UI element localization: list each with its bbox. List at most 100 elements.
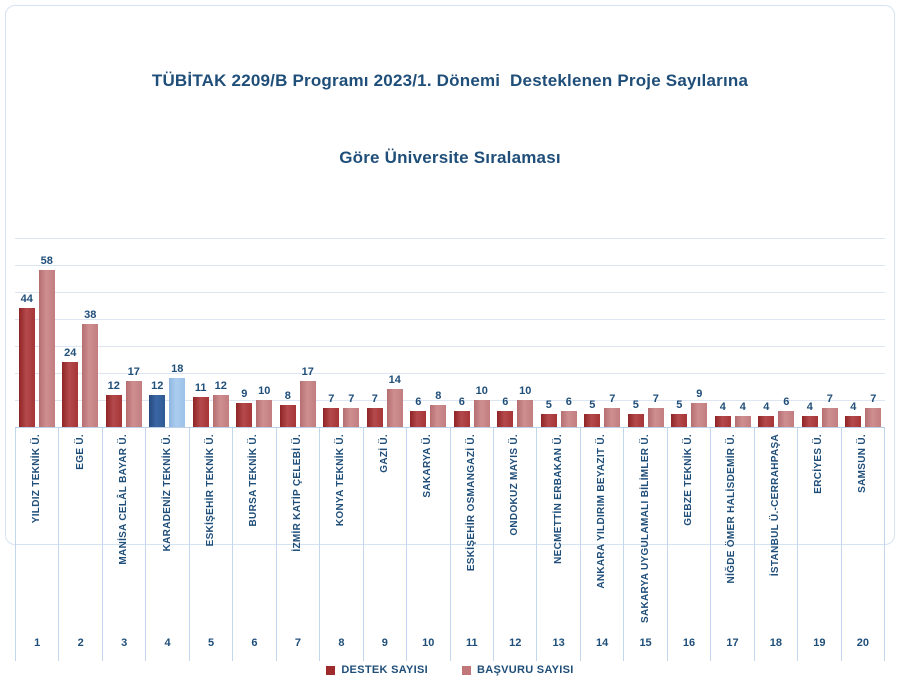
bar-unit: 4 <box>715 402 731 427</box>
bar-value-label: 24 <box>64 348 76 359</box>
basvuru-bar <box>213 395 229 427</box>
category-name-wrap: ANKARA YILDIRIM BEYAZIT Ü. <box>581 427 623 625</box>
category-cell: ESKİŞEHİR OSMANGAZİ Ü. 11 <box>451 427 494 661</box>
bar-value-label: 6 <box>502 397 508 408</box>
bar-value-label: 58 <box>41 256 53 267</box>
basvuru-bar <box>126 381 142 427</box>
rank-number: 16 <box>668 625 710 661</box>
chart-title-line2: Göre Üniversite Sıralaması <box>6 145 894 171</box>
destek-bar <box>845 416 861 427</box>
destek-bar <box>497 411 513 427</box>
bar-group: 9 10 <box>233 238 277 427</box>
bar-value-label: 12 <box>108 381 120 392</box>
basvuru-bar <box>82 324 98 427</box>
destek-bar <box>628 414 644 428</box>
bar-value-label: 7 <box>372 394 378 405</box>
basvuru-bar <box>865 408 881 427</box>
chart-frame: TÜBİTAK 2209/B Programı 2023/1. Dönemi D… <box>5 5 895 545</box>
bar-value-label: 7 <box>328 394 334 405</box>
bar-unit: 4 <box>735 402 751 427</box>
category-name: ONDOKUZ MAYIS Ü. <box>510 434 520 536</box>
category-name-wrap: NECMETTİN ERBAKAN Ü. <box>537 427 579 625</box>
bar-value-label: 17 <box>302 367 314 378</box>
category-cell: BURSA TEKNİK Ü.6 <box>233 427 276 661</box>
bar-unit: 10 <box>474 386 490 427</box>
bar-value-label: 12 <box>215 381 227 392</box>
bar-value-label: 6 <box>415 397 421 408</box>
bar-unit: 8 <box>430 391 446 427</box>
rank-number: 4 <box>146 625 188 661</box>
rank-number: 1 <box>16 625 58 661</box>
category-name: GEBZE TEKNİK Ü. <box>684 434 694 526</box>
basvuru-bar <box>430 405 446 427</box>
category-name-wrap: NİĞDE ÖMER HALİSDEMİR Ü. <box>711 427 753 625</box>
basvuru-bar <box>691 403 707 427</box>
rank-number: 11 <box>451 625 493 661</box>
bar-value-label: 18 <box>171 364 183 375</box>
rank-number: 20 <box>842 625 884 661</box>
basvuru-bar <box>343 408 359 427</box>
category-cell: GEBZE TEKNİK Ü. 16 <box>668 427 711 661</box>
category-name: GAZİ Ü. <box>380 434 390 473</box>
rank-number: 18 <box>755 625 797 661</box>
category-cell: NECMETTİN ERBAKAN Ü.13 <box>537 427 580 661</box>
basvuru-bar <box>474 400 490 427</box>
bar-unit: 6 <box>497 397 513 427</box>
bar-value-label: 17 <box>128 367 140 378</box>
category-name: BURSA TEKNİK Ü. <box>249 434 259 526</box>
basvuru-bar <box>604 408 620 427</box>
bar-unit: 7 <box>865 394 881 427</box>
category-name: İSTANBUL Ü.-CERRAHPAŞA <box>771 434 781 576</box>
bar-unit: 12 <box>149 381 165 427</box>
bar-unit: 4 <box>802 402 818 427</box>
bar-unit: 6 <box>778 397 794 427</box>
bar-unit: 38 <box>82 310 98 427</box>
rank-number: 17 <box>711 625 753 661</box>
basvuru-bar <box>300 381 316 427</box>
bar-unit: 5 <box>541 400 557 428</box>
destek-bar <box>106 395 122 427</box>
chart-title: TÜBİTAK 2209/B Programı 2023/1. Dönemi D… <box>6 17 894 221</box>
destek-bar <box>19 308 35 427</box>
category-name-wrap: İSTANBUL Ü.-CERRAHPAŞA <box>755 427 797 625</box>
category-name-wrap: ONDOKUZ MAYIS Ü. <box>494 427 536 625</box>
bar-group: 24 38 <box>59 238 103 427</box>
bar-value-label: 14 <box>389 375 401 386</box>
category-name: İZMİR KATİP ÇELEBİ Ü. <box>293 434 303 552</box>
category-name-wrap: KONYA TEKNİK Ü. <box>320 427 362 625</box>
bar-value-label: 10 <box>258 386 270 397</box>
bar-unit: 6 <box>561 397 577 427</box>
x-axis-line <box>15 427 885 428</box>
bar-value-label: 4 <box>720 402 726 413</box>
category-name-wrap: GAZİ Ü. <box>364 427 406 625</box>
bar-unit: 7 <box>648 394 664 427</box>
bar-value-label: 6 <box>783 397 789 408</box>
destek-bar <box>671 414 687 428</box>
bar-value-label: 10 <box>519 386 531 397</box>
basvuru-bar <box>517 400 533 427</box>
bar-unit: 24 <box>62 348 78 427</box>
bar-value-label: 5 <box>589 400 595 411</box>
destek-bar <box>280 405 296 427</box>
bar-value-label: 9 <box>241 389 247 400</box>
category-name: ESKİŞEHİR OSMANGAZİ Ü. <box>467 434 477 571</box>
basvuru-bar <box>822 408 838 427</box>
bar-group: 7 14 <box>363 238 407 427</box>
bar-group: 12 17 <box>102 238 146 427</box>
rank-number: 9 <box>364 625 406 661</box>
category-name: NECMETTİN ERBAKAN Ü. <box>554 434 564 564</box>
category-cell: MANİSA CELÂL BAYAR Ü.3 <box>103 427 146 661</box>
bar-unit: 8 <box>280 391 296 427</box>
category-cell: ANKARA YILDIRIM BEYAZIT Ü.14 <box>581 427 624 661</box>
category-name: KONYA TEKNİK Ü. <box>336 434 346 526</box>
category-cell: SAKARYA UYGULAMALI BİLİMLER Ü.15 <box>624 427 667 661</box>
bar-unit: 7 <box>343 394 359 427</box>
